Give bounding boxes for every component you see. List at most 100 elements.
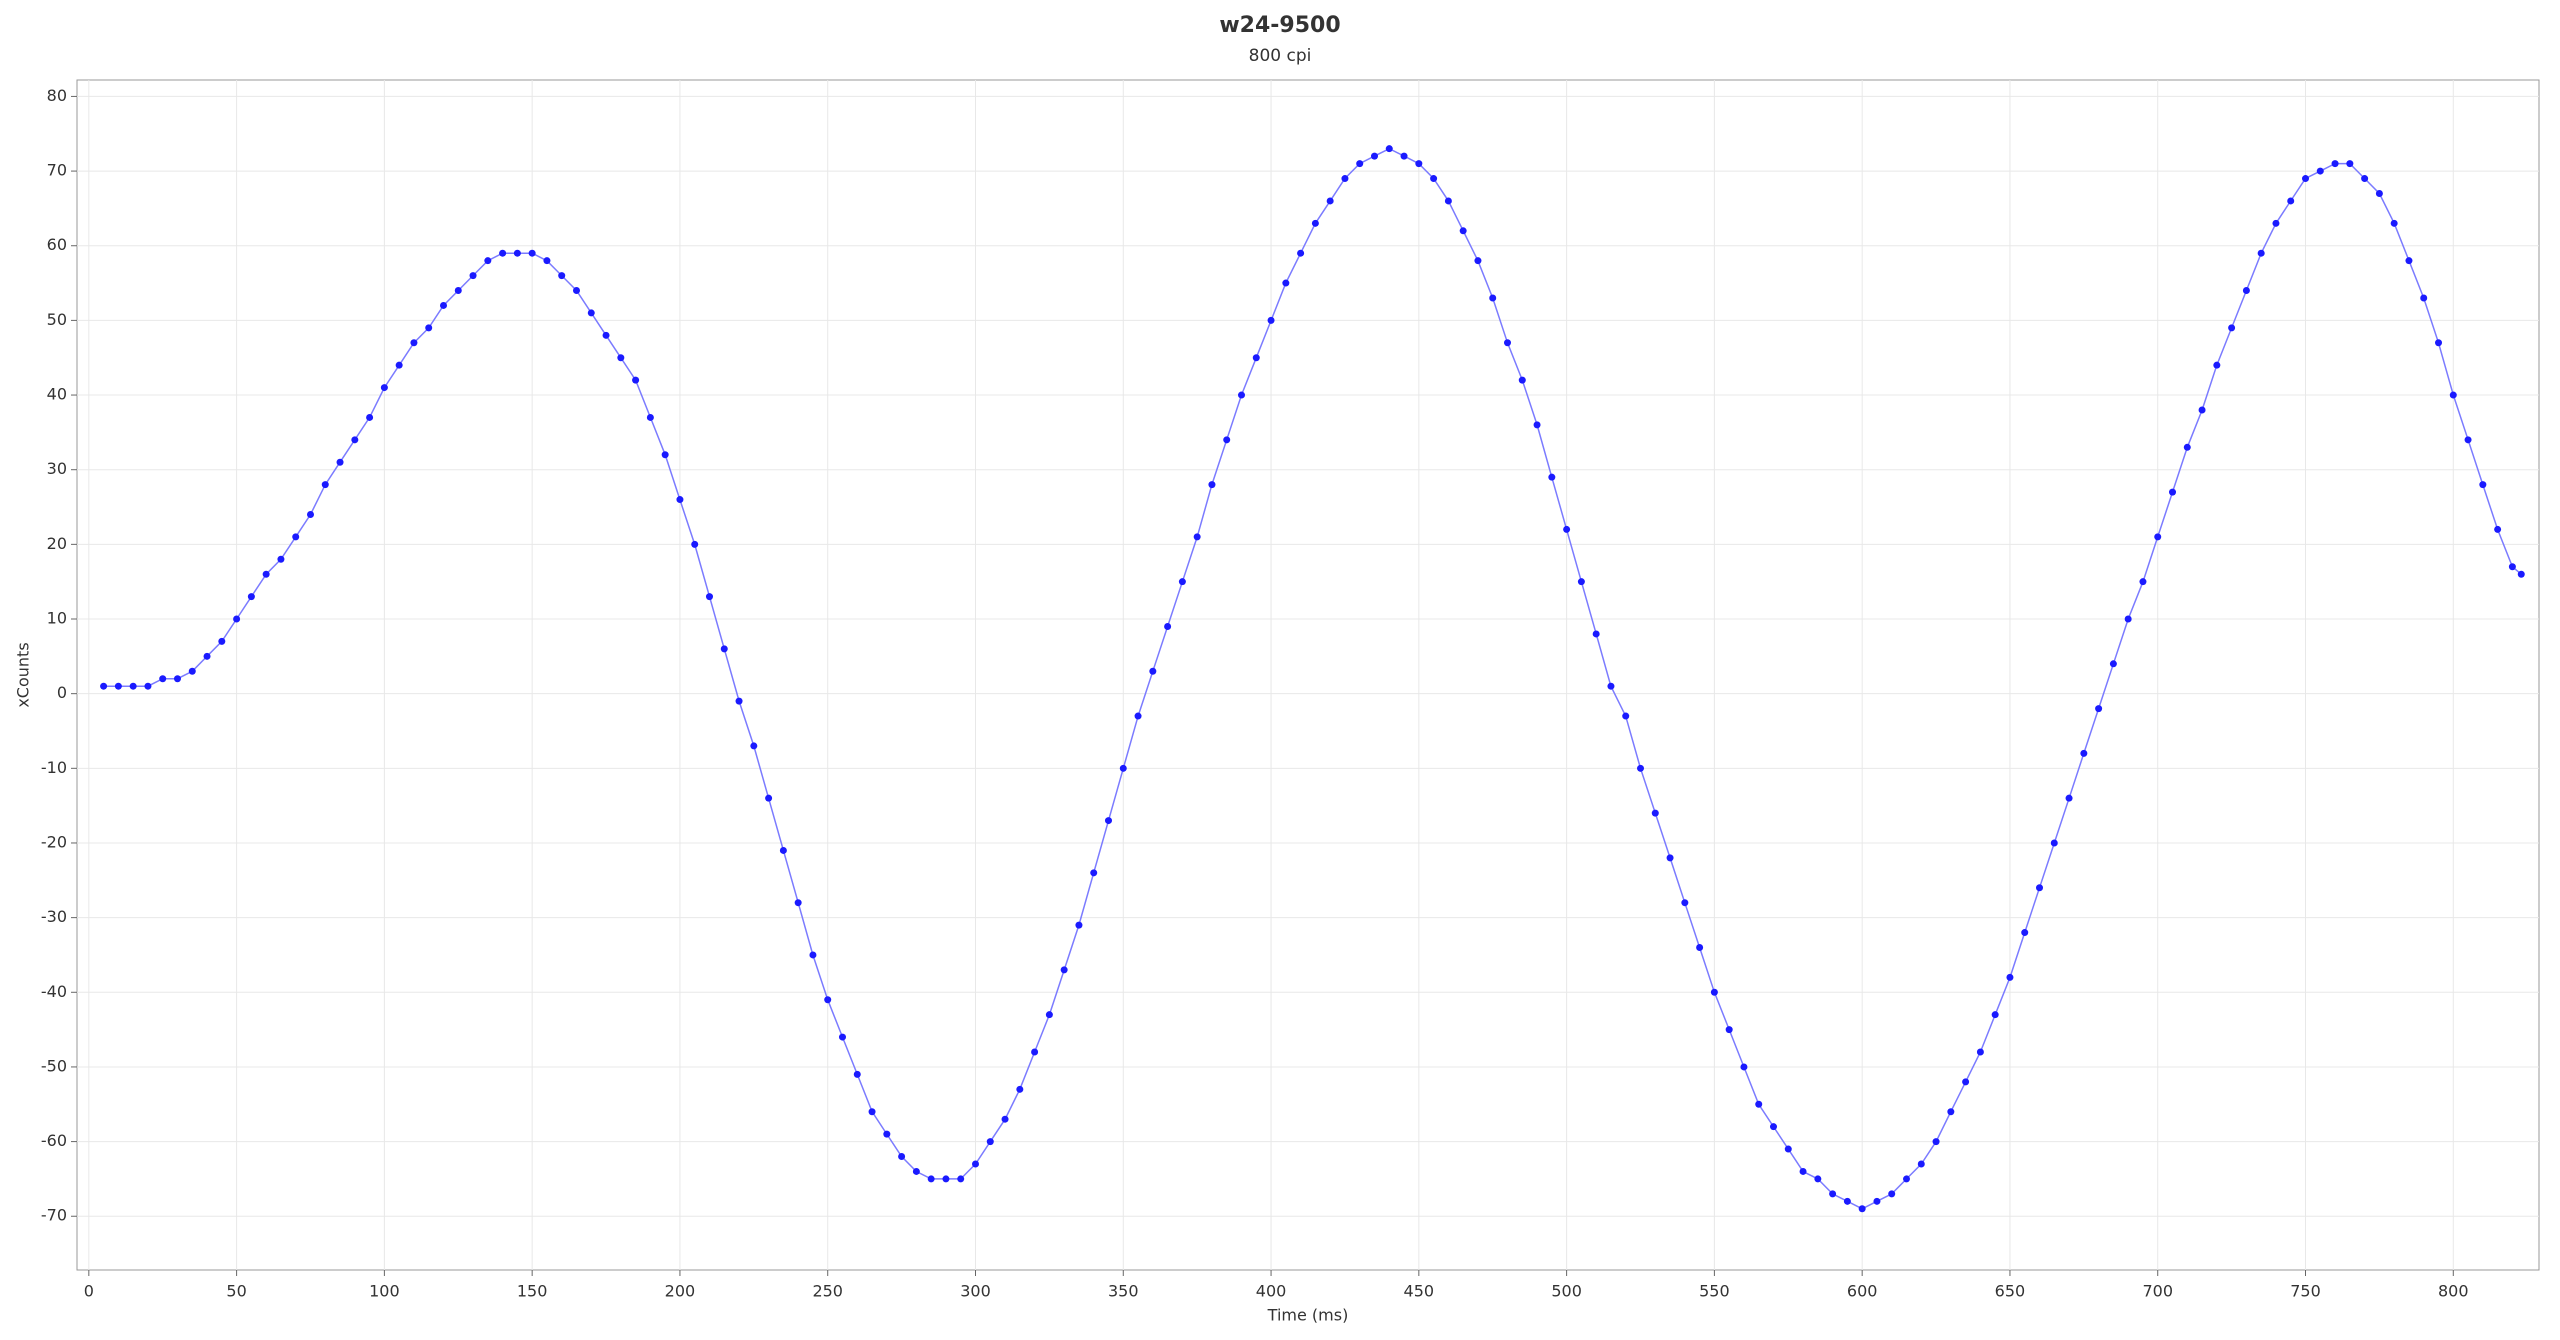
x-tick-label: 650 (1995, 1282, 2026, 1301)
data-point (646, 413, 654, 421)
data-point (1903, 1175, 1911, 1183)
data-point (2287, 197, 2295, 205)
x-tick-label: 50 (226, 1282, 246, 1301)
data-point (558, 272, 566, 280)
data-point (2213, 361, 2221, 369)
data-point (661, 451, 669, 459)
data-point (321, 481, 329, 489)
data-point (410, 339, 418, 347)
data-point (1252, 354, 1260, 362)
data-point (513, 249, 521, 257)
data-point (218, 637, 226, 645)
x-tick-label: 800 (2438, 1282, 2469, 1301)
x-tick-label: 200 (665, 1282, 696, 1301)
data-point (1371, 152, 1379, 160)
data-point (1341, 175, 1349, 183)
data-point (1518, 376, 1526, 384)
data-point (1651, 809, 1659, 817)
data-point (1770, 1123, 1778, 1131)
x-tick-label: 250 (812, 1282, 843, 1301)
data-point (1666, 854, 1674, 862)
data-point (2435, 339, 2443, 347)
data-point (1784, 1145, 1792, 1153)
x-tick-label: 350 (1108, 1282, 1139, 1301)
data-point (1637, 764, 1645, 772)
data-point (2464, 436, 2472, 444)
data-point (129, 682, 137, 690)
data-point (971, 1160, 979, 1168)
data-point (1725, 1026, 1733, 1034)
data-point (883, 1130, 891, 1138)
data-point (1563, 525, 1571, 533)
data-point (1888, 1190, 1896, 1198)
data-point (292, 533, 300, 541)
data-point (2331, 160, 2339, 168)
y-tick-label: 40 (47, 385, 67, 404)
data-point (2154, 533, 2162, 541)
data-point (1415, 160, 1423, 168)
data-point (188, 667, 196, 675)
data-point (2517, 570, 2525, 578)
data-point (2109, 660, 2117, 668)
data-point (1400, 152, 1408, 160)
data-point (1385, 145, 1393, 153)
data-point (173, 675, 181, 683)
data-point (1932, 1138, 1940, 1146)
data-point (632, 376, 640, 384)
x-tick-label: 750 (2290, 1282, 2321, 1301)
data-point (1282, 279, 1290, 287)
data-point (233, 615, 241, 623)
data-point (203, 652, 211, 660)
data-point (676, 496, 684, 504)
data-point (2139, 578, 2147, 586)
data-point (380, 384, 388, 392)
data-point (454, 287, 462, 295)
data-point (543, 257, 551, 265)
data-point (528, 249, 536, 257)
data-point (1001, 1115, 1009, 1123)
x-tick-label: 100 (369, 1282, 400, 1301)
chart-subtitle: 800 cpi (1249, 46, 1312, 66)
y-axis-label: xCounts (14, 642, 33, 707)
data-point (159, 675, 167, 683)
data-point (1681, 899, 1689, 907)
data-point (705, 593, 713, 601)
data-point (1607, 682, 1615, 690)
x-axis-label: Time (ms) (1267, 1306, 1349, 1325)
data-point (2006, 973, 2014, 981)
data-point (306, 510, 314, 518)
y-tick-label: 30 (47, 459, 67, 478)
data-point (1814, 1175, 1822, 1183)
data-point (572, 287, 580, 295)
data-point (425, 324, 433, 332)
data-point (1164, 622, 1172, 630)
data-point (587, 309, 595, 317)
data-point (927, 1175, 935, 1183)
x-tick-label: 700 (2142, 1282, 2173, 1301)
data-point (1710, 988, 1718, 996)
data-point (277, 555, 285, 563)
data-point (2183, 443, 2191, 451)
data-point (1829, 1190, 1837, 1198)
data-point (366, 413, 374, 421)
y-tick-label: 80 (47, 86, 67, 105)
data-point (617, 354, 625, 362)
data-point (1060, 966, 1068, 974)
data-point (395, 361, 403, 369)
data-point (2494, 525, 2502, 533)
data-point (1031, 1048, 1039, 1056)
data-point (1858, 1205, 1866, 1213)
data-point (1917, 1160, 1925, 1168)
data-point (144, 682, 152, 690)
y-tick-label: 70 (47, 161, 67, 180)
data-point (1947, 1108, 1955, 1116)
y-tick-label: -40 (41, 982, 67, 1001)
data-point (2479, 481, 2487, 489)
y-tick-label: 60 (47, 235, 67, 254)
data-point (809, 951, 817, 959)
data-point (1799, 1167, 1807, 1175)
x-tick-label: 600 (1847, 1282, 1878, 1301)
plot-area (76, 79, 2540, 1271)
y-tick-label: -30 (41, 907, 67, 926)
